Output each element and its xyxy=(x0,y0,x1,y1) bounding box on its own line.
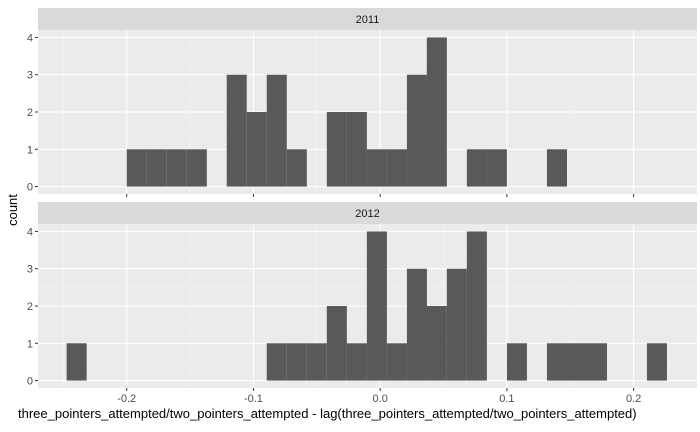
histogram-bar xyxy=(366,149,387,187)
y-tick-label: 4 xyxy=(27,32,33,44)
y-tick-label: 0 xyxy=(27,182,33,194)
histogram-bar xyxy=(446,268,467,381)
histogram-bar xyxy=(346,343,367,381)
histogram-bar xyxy=(346,112,367,187)
x-axis-title: three_pointers_attempted/two_pointers_at… xyxy=(18,406,637,421)
histogram-bar xyxy=(406,74,427,187)
facet-strip xyxy=(38,202,697,224)
facet-strip-label: 2012 xyxy=(355,208,379,220)
y-tick-label: 1 xyxy=(27,144,33,156)
histogram-bar xyxy=(506,343,527,381)
histogram-bar xyxy=(546,149,567,187)
histogram-bar xyxy=(426,37,447,187)
histogram-bar xyxy=(406,268,427,381)
histogram-bar xyxy=(646,343,667,381)
histogram-bar xyxy=(286,343,307,381)
x-tick-label: -0.2 xyxy=(117,393,136,405)
histogram-bar xyxy=(166,149,187,187)
histogram-bar xyxy=(186,149,207,187)
facet-strip xyxy=(38,8,697,30)
histogram-bar xyxy=(386,343,407,381)
histogram-bar xyxy=(226,74,247,187)
histogram-bar xyxy=(286,149,307,187)
histogram-bar xyxy=(386,149,407,187)
histogram-bar xyxy=(306,343,327,381)
histogram-bar xyxy=(66,343,87,381)
histogram-bar xyxy=(426,306,447,381)
histogram-bar xyxy=(486,149,507,187)
y-tick-label: 0 xyxy=(27,376,33,388)
facet-panel-2011: 2011 0 1 2 3 4 xyxy=(27,8,697,197)
y-tick-label: 3 xyxy=(27,264,33,276)
histogram-bar xyxy=(586,343,608,381)
histogram-bar xyxy=(466,231,487,381)
histogram-bar xyxy=(546,343,567,381)
histogram-bar xyxy=(266,74,287,187)
histogram-bar xyxy=(326,306,347,381)
histogram-bar xyxy=(146,149,167,187)
histogram-bar xyxy=(126,149,147,187)
histogram-bar xyxy=(366,231,387,381)
y-axis-title: count xyxy=(5,194,20,226)
y-tick-label: 2 xyxy=(27,107,33,119)
facet-strip-label: 2011 xyxy=(356,14,380,26)
histogram-bar xyxy=(566,343,587,381)
x-tick-label: 0.2 xyxy=(626,393,641,405)
x-tick-label: 0.1 xyxy=(499,393,514,405)
y-tick-label: 2 xyxy=(27,301,33,313)
x-tick-label: 0.0 xyxy=(373,393,388,405)
histogram-bar xyxy=(326,112,347,187)
y-tick-label: 4 xyxy=(27,226,33,238)
y-tick-label: 3 xyxy=(27,70,33,82)
histogram-bar xyxy=(266,343,287,381)
y-tick-label: 1 xyxy=(27,338,33,350)
x-tick-label: -0.1 xyxy=(244,393,263,405)
histogram-bar xyxy=(466,149,487,187)
histogram-bar xyxy=(246,112,267,187)
